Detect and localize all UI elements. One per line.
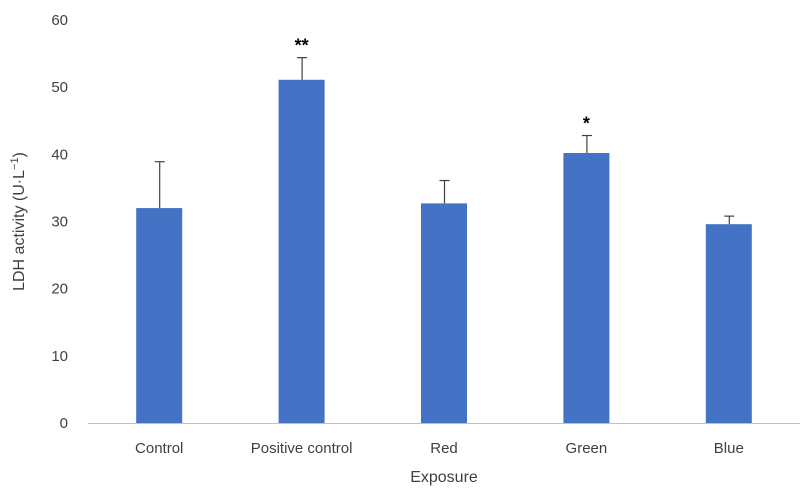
y-tick-label: 60 [51, 12, 68, 29]
x-axis-title: Exposure [410, 469, 478, 486]
x-tick-label: Positive control [251, 440, 353, 457]
bar [136, 208, 183, 423]
y-axis-ticks: 0 10 20 30 40 50 60 [51, 12, 68, 432]
error-bars [154, 57, 735, 225]
x-axis-ticks: Control Positive control Red Green Blue [135, 440, 744, 457]
y-tick-label: 10 [51, 348, 68, 365]
significance-marker: ** [295, 36, 309, 56]
y-tick-label: 0 [60, 415, 68, 432]
y-axis-title-close: ) [11, 152, 28, 157]
significance-markers: *** [295, 36, 590, 134]
x-tick-label: Control [135, 440, 183, 457]
y-tick-label: 20 [51, 281, 68, 298]
y-tick-label: 50 [51, 79, 68, 96]
x-tick-label: Red [430, 440, 458, 457]
bars [136, 79, 752, 424]
y-axis-title-superscript: −1 [9, 157, 21, 170]
y-axis-title: LDH activity (U·L−1) [9, 152, 28, 291]
y-tick-label: 30 [51, 214, 68, 231]
y-axis-title-main: LDH activity (U·L [11, 170, 28, 291]
bar [705, 224, 752, 423]
bar [421, 203, 467, 423]
bar [278, 79, 325, 424]
bar [563, 152, 610, 424]
y-tick-label: 40 [51, 146, 68, 163]
x-tick-label: Blue [714, 440, 744, 457]
significance-marker: * [583, 114, 590, 134]
x-tick-label: Green [566, 440, 608, 457]
